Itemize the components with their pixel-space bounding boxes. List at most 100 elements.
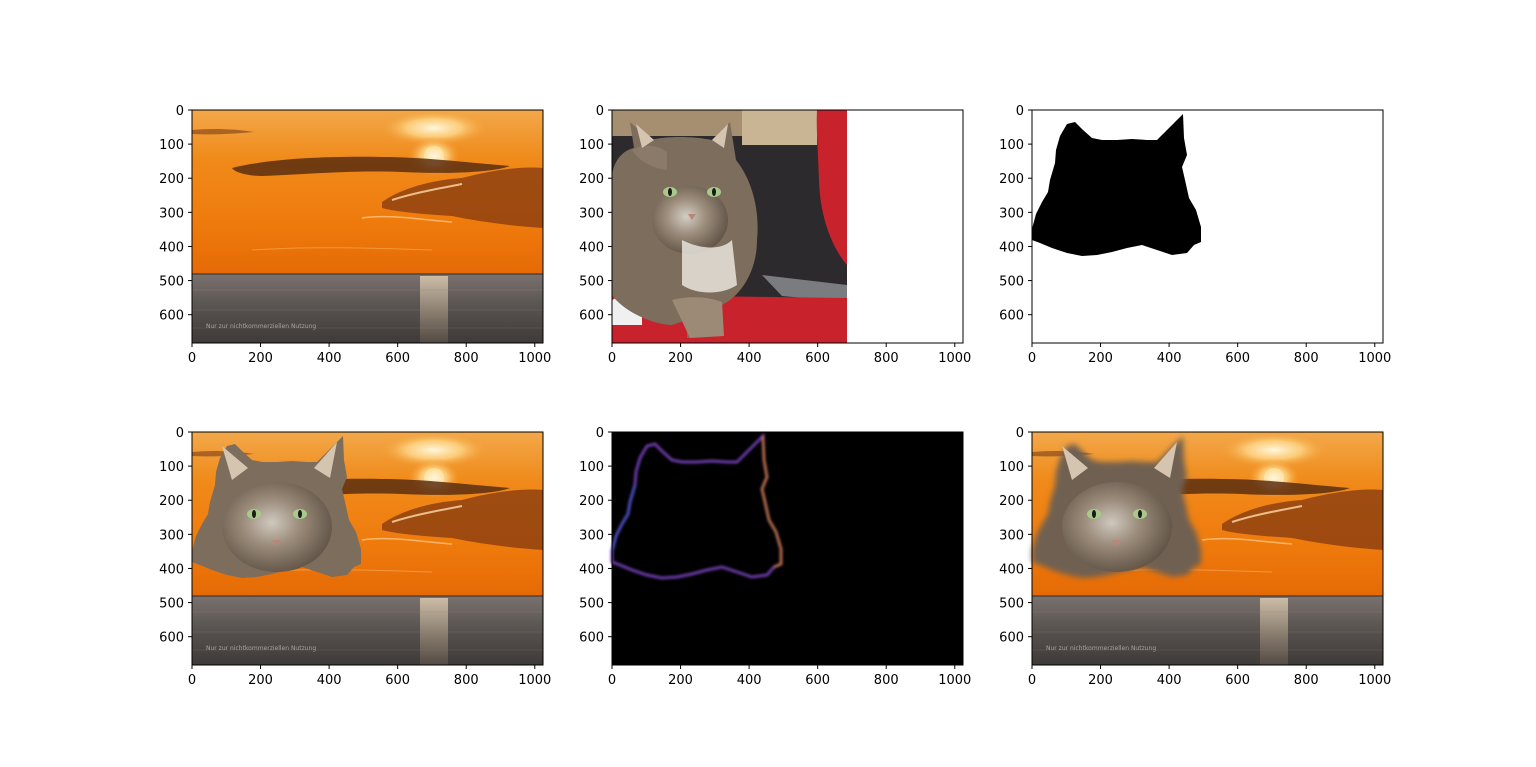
y-tick-label: 500 bbox=[999, 275, 1024, 290]
y-tick-label: 0 bbox=[596, 426, 604, 441]
y-tick-label: 200 bbox=[159, 172, 184, 187]
y-tick-label: 500 bbox=[579, 597, 604, 612]
y-tick-label: 100 bbox=[999, 460, 1024, 475]
panel-cat-photo bbox=[611, 109, 964, 344]
x-tick-label: 400 bbox=[1157, 351, 1182, 366]
y-tick-label: 400 bbox=[159, 562, 184, 577]
y-tick-label: 0 bbox=[176, 104, 184, 119]
axes-frame bbox=[191, 431, 544, 666]
x-tick-label: 1000 bbox=[938, 351, 971, 366]
x-tick-label: 400 bbox=[317, 673, 342, 688]
y-tick-label: 500 bbox=[159, 597, 184, 612]
x-tick-label: 200 bbox=[668, 351, 693, 366]
x-tick-label: 0 bbox=[1028, 351, 1036, 366]
sunset-image bbox=[191, 109, 544, 344]
y-tick-label: 300 bbox=[999, 528, 1024, 543]
y-tick-label: 400 bbox=[159, 240, 184, 255]
x-tick-label: 0 bbox=[188, 673, 196, 688]
y-tick-label: 100 bbox=[579, 460, 604, 475]
x-tick-label: 800 bbox=[1294, 351, 1319, 366]
x-tick-label: 600 bbox=[805, 351, 830, 366]
y-tick-label: 200 bbox=[579, 494, 604, 509]
x-tick-label: 0 bbox=[608, 673, 616, 688]
x-tick-label: 400 bbox=[317, 351, 342, 366]
axes-frame bbox=[191, 109, 544, 344]
y-tick-label: 200 bbox=[159, 494, 184, 509]
x-tick-label: 600 bbox=[1225, 351, 1250, 366]
axes-frame bbox=[1031, 109, 1384, 344]
x-tick-label: 800 bbox=[874, 351, 899, 366]
axes-frame bbox=[611, 431, 964, 666]
watermark-label: Nur zur nichtkommerziellen Nutzung bbox=[1046, 645, 1156, 652]
y-tick-label: 0 bbox=[1016, 426, 1024, 441]
panel-mask-edge bbox=[610, 431, 964, 666]
y-tick-label: 600 bbox=[159, 309, 184, 324]
x-tick-label: 1000 bbox=[518, 351, 551, 366]
axes-frame bbox=[611, 109, 964, 344]
x-tick-label: 1000 bbox=[938, 673, 971, 688]
y-tick-label: 400 bbox=[999, 240, 1024, 255]
y-tick-label: 100 bbox=[999, 138, 1024, 153]
y-tick-label: 500 bbox=[999, 597, 1024, 612]
watermark-label: Nur zur nichtkommerziellen Nutzung bbox=[206, 645, 316, 652]
y-tick-label: 600 bbox=[579, 309, 604, 324]
x-tick-label: 800 bbox=[1294, 673, 1319, 688]
y-tick-label: 100 bbox=[159, 460, 184, 475]
y-tick-label: 100 bbox=[579, 138, 604, 153]
x-tick-label: 0 bbox=[608, 351, 616, 366]
x-tick-label: 200 bbox=[1088, 351, 1113, 366]
x-tick-label: 200 bbox=[1088, 673, 1113, 688]
x-tick-label: 600 bbox=[805, 673, 830, 688]
x-tick-label: 600 bbox=[385, 673, 410, 688]
y-tick-label: 600 bbox=[579, 631, 604, 646]
y-tick-label: 500 bbox=[159, 275, 184, 290]
y-tick-label: 200 bbox=[579, 172, 604, 187]
y-tick-label: 600 bbox=[999, 631, 1024, 646]
y-tick-label: 500 bbox=[579, 275, 604, 290]
y-tick-label: 400 bbox=[579, 240, 604, 255]
x-tick-label: 200 bbox=[248, 673, 273, 688]
panel-composite: Nur zur nichtkommerziellen Nutzung bbox=[191, 431, 544, 666]
y-tick-label: 400 bbox=[999, 562, 1024, 577]
composite-image bbox=[191, 431, 544, 666]
y-tick-label: 300 bbox=[579, 528, 604, 543]
x-tick-label: 400 bbox=[737, 673, 762, 688]
x-tick-label: 1000 bbox=[1358, 351, 1391, 366]
x-tick-label: 600 bbox=[385, 351, 410, 366]
y-tick-label: 100 bbox=[159, 138, 184, 153]
y-tick-label: 200 bbox=[999, 172, 1024, 187]
cat-photo-image bbox=[612, 110, 963, 343]
panel-mask bbox=[1031, 109, 1384, 344]
x-tick-label: 200 bbox=[668, 673, 693, 688]
x-tick-label: 200 bbox=[248, 351, 273, 366]
y-tick-label: 0 bbox=[596, 104, 604, 119]
edge-outline bbox=[610, 434, 783, 580]
y-tick-label: 300 bbox=[159, 528, 184, 543]
x-tick-label: 400 bbox=[737, 351, 762, 366]
x-tick-label: 0 bbox=[1028, 673, 1036, 688]
y-tick-label: 200 bbox=[999, 494, 1024, 509]
x-tick-label: 800 bbox=[454, 673, 479, 688]
y-tick-label: 400 bbox=[579, 562, 604, 577]
panel-blended: Nur zur nichtkommerziellen Nutzung bbox=[1031, 431, 1384, 666]
x-tick-label: 1000 bbox=[518, 673, 551, 688]
x-tick-label: 1000 bbox=[1358, 673, 1391, 688]
x-tick-label: 800 bbox=[454, 351, 479, 366]
watermark-label: Nur zur nichtkommerziellen Nutzung bbox=[206, 323, 316, 330]
y-tick-label: 300 bbox=[159, 206, 184, 221]
x-tick-label: 800 bbox=[874, 673, 899, 688]
panel-sunset: Nur zur nichtkommerziellen Nutzung bbox=[191, 109, 544, 344]
axes-frame bbox=[1031, 431, 1384, 666]
y-tick-label: 300 bbox=[579, 206, 604, 221]
blended-image bbox=[1031, 431, 1384, 666]
y-tick-label: 0 bbox=[1016, 104, 1024, 119]
y-tick-label: 600 bbox=[999, 309, 1024, 324]
x-tick-label: 400 bbox=[1157, 673, 1182, 688]
y-tick-label: 300 bbox=[999, 206, 1024, 221]
y-tick-label: 600 bbox=[159, 631, 184, 646]
y-tick-label: 0 bbox=[176, 426, 184, 441]
x-tick-label: 0 bbox=[188, 351, 196, 366]
x-tick-label: 600 bbox=[1225, 673, 1250, 688]
